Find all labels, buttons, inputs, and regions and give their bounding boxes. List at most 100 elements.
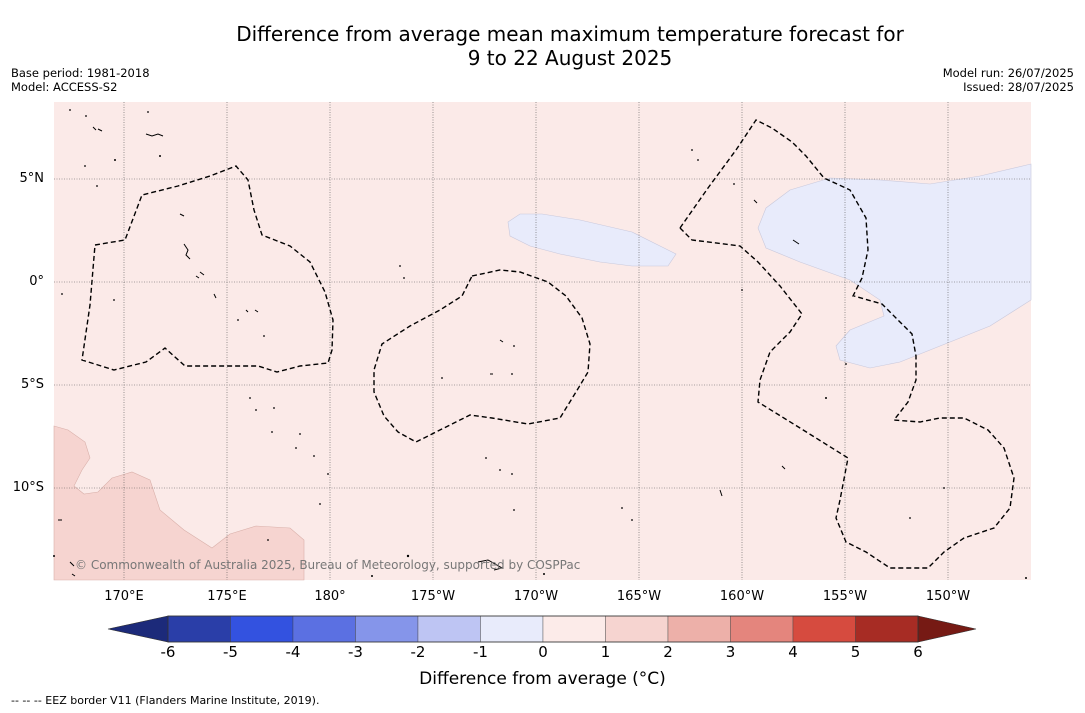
island-dots	[53, 109, 1027, 579]
island	[53, 555, 55, 557]
colorbar-bin	[417, 615, 481, 643]
island	[69, 109, 71, 111]
island	[295, 447, 297, 449]
eez-border-east-south	[679, 227, 1015, 569]
colorbar-bin	[292, 615, 356, 643]
island	[255, 409, 257, 411]
colorbar-bin	[542, 615, 606, 643]
eez-border-west	[81, 165, 334, 373]
base-info: Base period: 1981-2018 Model: ACCESS-S2	[11, 66, 150, 94]
island	[96, 185, 98, 187]
colorbar-tick-label: -3	[348, 643, 363, 661]
colorbar-tick-label: -6	[160, 643, 176, 661]
island	[319, 503, 321, 505]
island	[61, 293, 63, 295]
colorbar-tick-label: 6	[913, 643, 923, 661]
model-run: Model run: 26/07/2025	[942, 66, 1074, 80]
cool-anomaly-region-central	[507, 213, 677, 267]
colorbar-bin	[667, 615, 731, 643]
lon-label-180: 180°	[314, 589, 346, 604]
island	[477, 559, 504, 571]
island	[114, 159, 116, 161]
island	[403, 277, 405, 279]
colorbar-bin	[605, 615, 669, 643]
island	[741, 289, 743, 291]
island	[371, 575, 373, 577]
lat-label-5n: 5°N	[19, 171, 45, 186]
island	[299, 433, 301, 435]
colorbar-bin	[730, 615, 794, 643]
island	[909, 517, 911, 519]
colorbar-title: Difference from average (°C)	[419, 669, 666, 689]
lon-label-165w: 165°W	[616, 589, 662, 604]
island	[441, 377, 443, 379]
eez-borders	[81, 119, 1015, 569]
island	[145, 133, 164, 137]
eez-border-central	[373, 269, 591, 443]
island	[263, 335, 265, 337]
island	[85, 115, 87, 117]
island	[179, 213, 185, 217]
colorbar-over-arrow	[917, 615, 977, 643]
island	[621, 507, 623, 509]
colorbar	[107, 615, 977, 643]
island	[733, 183, 735, 185]
island	[1025, 577, 1027, 579]
island	[753, 199, 758, 204]
lat-label-5s: 5°S	[20, 377, 44, 392]
colorbar-under-arrow	[107, 615, 169, 643]
eez-legend-note: -- -- -- EEZ border V11 (Flanders Marine…	[11, 694, 320, 707]
island	[195, 271, 205, 279]
island	[271, 431, 273, 433]
model-name: Model: ACCESS-S2	[11, 80, 118, 94]
island	[92, 126, 103, 132]
island	[183, 243, 191, 260]
island	[273, 407, 275, 409]
island	[237, 319, 239, 321]
colorbar-tick-label: 3	[725, 643, 736, 661]
base-period: Base period: 1981-2018	[11, 66, 150, 80]
colorbar-tick-label: -2	[410, 643, 426, 661]
island	[499, 339, 504, 343]
island	[513, 345, 515, 347]
island	[69, 561, 76, 577]
island	[499, 469, 501, 471]
colorbar-outline	[167, 615, 919, 643]
warm-anomaly-region	[53, 425, 305, 581]
island	[511, 473, 513, 475]
map-title: Difference from average mean maximum tem…	[120, 22, 1020, 70]
copyright-notice: © Commonwealth of Australia 2025, Bureau…	[75, 558, 581, 572]
lon-label-155w: 155°W	[822, 589, 868, 604]
title-line-2: 9 to 22 August 2025	[467, 46, 673, 70]
colorbar-tick-label: -1	[473, 643, 488, 661]
lon-label-170w: 170°W	[513, 589, 559, 604]
eez-border-east-north	[679, 119, 869, 299]
lon-label-150w: 150°W	[925, 589, 971, 604]
island	[399, 265, 401, 267]
colorbar-bin	[230, 615, 294, 643]
colorbar-bin	[167, 615, 231, 643]
island	[781, 465, 786, 470]
island	[825, 397, 827, 399]
island	[406, 554, 410, 558]
lon-label-170e: 170°E	[104, 589, 144, 604]
island	[792, 239, 800, 245]
colorbar-bin	[355, 615, 419, 643]
island	[631, 519, 633, 521]
lat-label-10s: 10°S	[12, 480, 44, 495]
lon-label-175e: 175°E	[207, 589, 247, 604]
island	[159, 155, 161, 157]
island	[249, 397, 251, 399]
island	[543, 573, 545, 575]
island	[697, 159, 699, 161]
island	[84, 165, 86, 167]
island	[313, 455, 315, 457]
gridlines	[54, 102, 1031, 580]
island	[845, 363, 847, 365]
colorbar-tick-label: 1	[600, 643, 611, 661]
issued-date: Issued: 28/07/2025	[963, 80, 1074, 94]
island	[513, 509, 515, 511]
island	[267, 539, 269, 541]
colorbar-bin	[792, 615, 856, 643]
